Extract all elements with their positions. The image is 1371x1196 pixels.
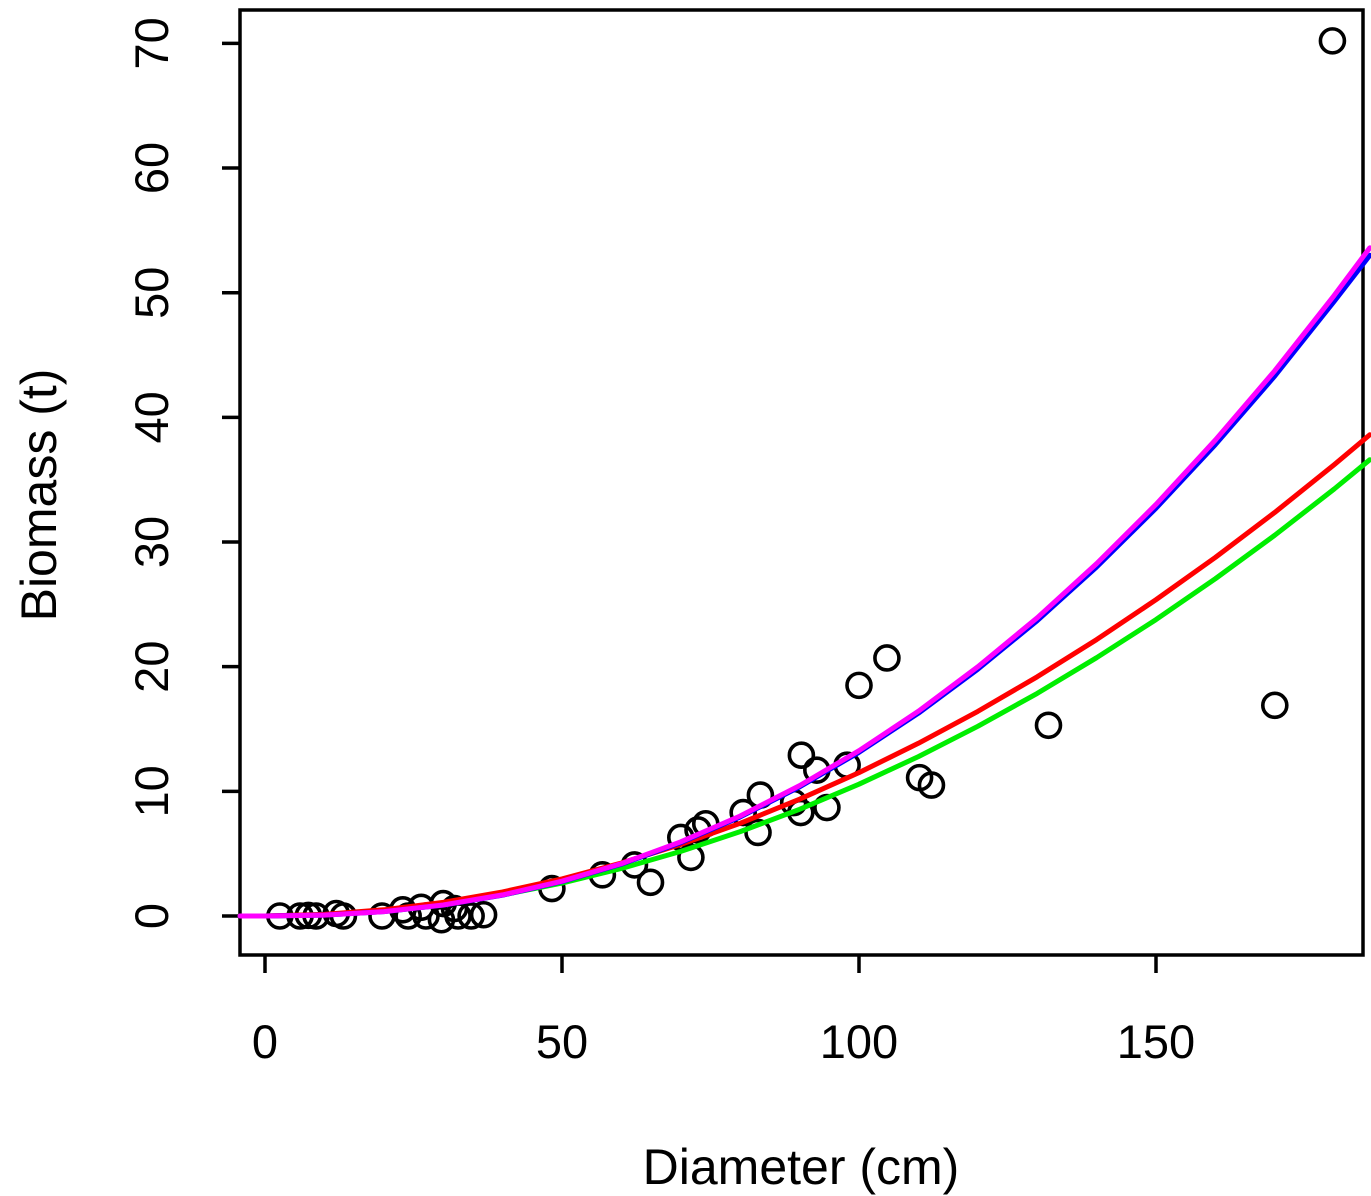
x-tick-label-3: 150 (1117, 1015, 1195, 1068)
y-tick-label-2: 20 (125, 641, 178, 693)
data-point (1318, 27, 1347, 55)
data-point (1261, 691, 1289, 720)
data-point (636, 868, 665, 897)
data-point (1034, 711, 1063, 740)
data-point (917, 771, 946, 799)
data-point (469, 900, 498, 929)
data-point (457, 902, 485, 930)
y-tick-label-3: 30 (125, 516, 178, 568)
y-tick-label-1: 10 (125, 765, 178, 817)
magenta-curve (237, 245, 1371, 919)
data-point (787, 741, 816, 769)
y-tick-label-5: 50 (125, 267, 178, 319)
y-tick-label-4: 40 (125, 391, 178, 443)
blue-curve (237, 252, 1371, 919)
data-point (744, 818, 772, 847)
x-tick-label-0: 0 (252, 1015, 278, 1068)
plot-area: 0 50 100 150 0 10 20 30 40 50 60 70 (125, 8, 1371, 1068)
x-tick-label-1: 50 (536, 1015, 588, 1068)
data-point (873, 644, 901, 672)
data-point (845, 671, 873, 700)
plot-box (238, 8, 1365, 957)
x-axis-title: Diameter (cm) (643, 1139, 960, 1195)
y-tick-label-7: 70 (125, 17, 178, 69)
y-tick-label-0: 0 (125, 903, 178, 929)
y-axis-title: Biomass (t) (11, 369, 67, 622)
red-curve (237, 432, 1371, 919)
x-tick-label-2: 100 (820, 1015, 898, 1068)
green-curve (237, 457, 1371, 919)
y-tick-label-6: 60 (125, 142, 178, 194)
